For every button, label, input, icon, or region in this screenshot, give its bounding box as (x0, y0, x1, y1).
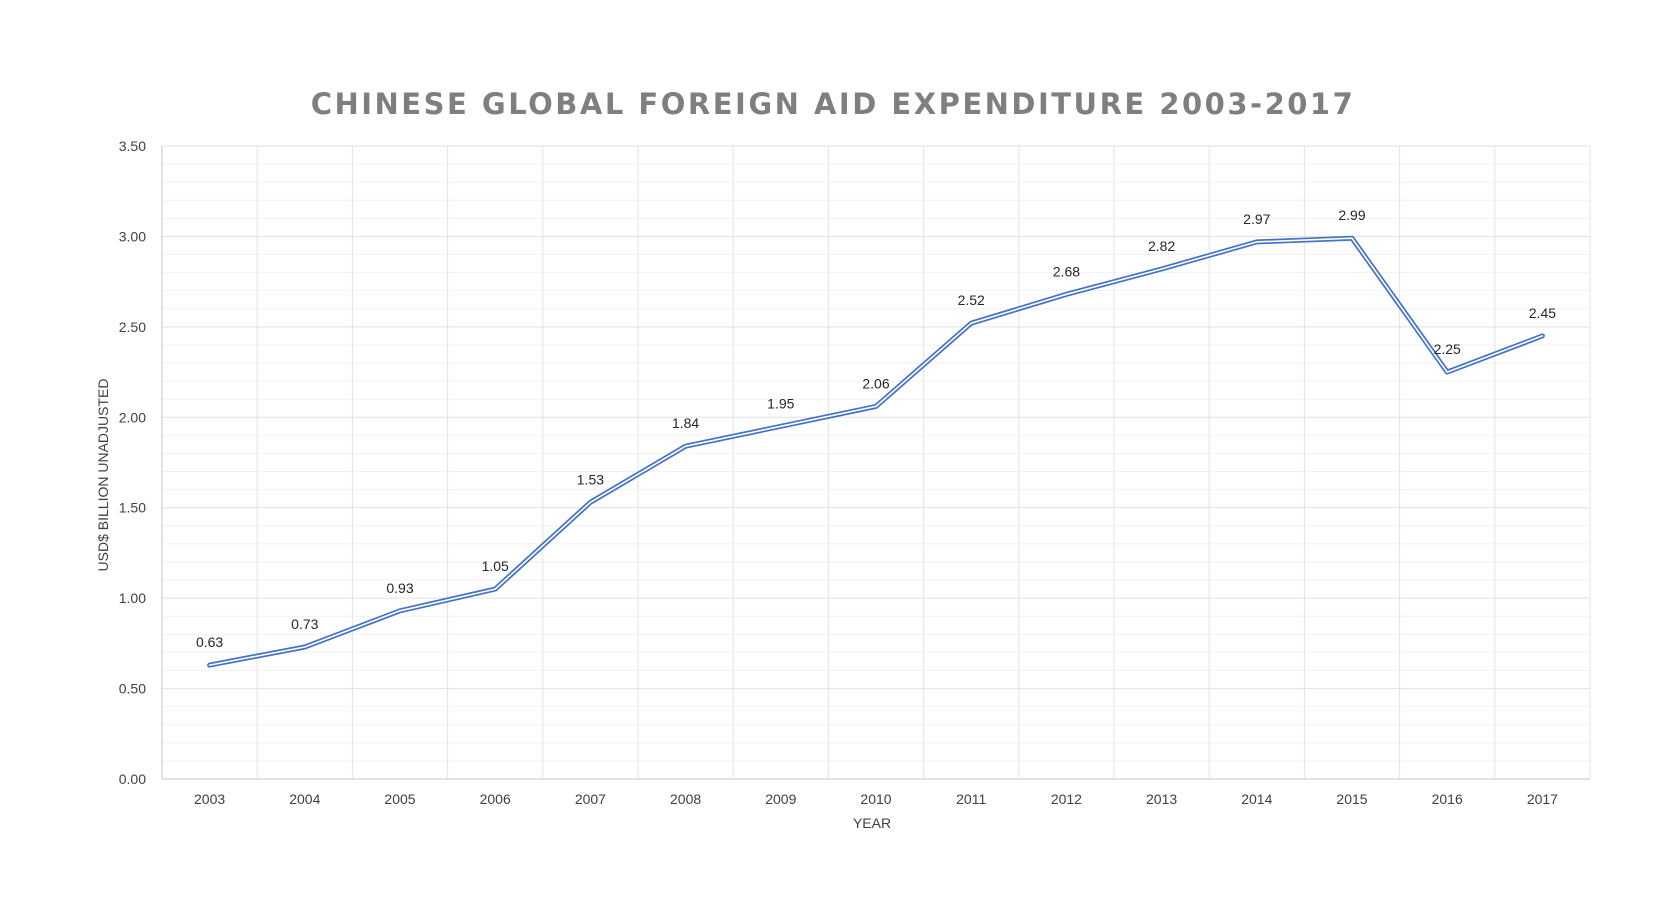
x-axis-label: YEAR (853, 815, 891, 831)
data-label: 1.53 (577, 471, 604, 487)
x-tick-label: 2012 (1051, 791, 1082, 807)
series-lines (207, 235, 1545, 668)
x-tick-label: 2008 (670, 791, 701, 807)
y-tick-label: 3.50 (119, 138, 146, 154)
y-tick-label: 0.50 (119, 681, 146, 697)
y-tick-label: 2.50 (119, 319, 146, 335)
data-labels: 0.63 0.73 0.93 1.05 1.53 1.84 1.95 2.06 2.52 2.68… (196, 207, 1556, 650)
data-label: 0.63 (196, 634, 223, 650)
x-tick-labels: 2003 2004 2005 2006 2007 2008 2009 2010 2011 2012… (194, 791, 1558, 807)
y-axis-label: USD$ BILLION UNADJUSTED (95, 379, 111, 572)
data-label: 1.84 (672, 415, 699, 431)
data-label: 0.93 (386, 580, 413, 596)
x-tick-label: 2014 (1241, 791, 1272, 807)
data-label: 2.52 (958, 292, 985, 308)
x-tick-label: 2011 (956, 791, 986, 807)
data-label: 2.99 (1338, 207, 1365, 223)
data-label: 1.05 (482, 558, 509, 574)
x-tick-label: 2017 (1527, 791, 1558, 807)
data-label: 2.45 (1529, 305, 1556, 321)
data-label: 2.68 (1053, 263, 1080, 279)
x-tick-label: 2013 (1146, 791, 1177, 807)
data-label: 2.97 (1243, 211, 1270, 227)
data-label: 0.73 (291, 616, 318, 632)
y-tick-label: 3.00 (119, 228, 146, 244)
y-tick-label: 1.50 (119, 500, 146, 516)
x-tick-label: 2009 (765, 791, 796, 807)
gridlines (162, 145, 1591, 779)
y-tick-label: 0.00 (119, 771, 146, 787)
x-tick-label: 2010 (860, 791, 891, 807)
data-label: 2.06 (862, 375, 889, 391)
x-tick-label: 2003 (194, 791, 225, 807)
data-label: 2.25 (1434, 341, 1461, 357)
axes (161, 146, 1590, 780)
x-tick-label: 2006 (480, 791, 511, 807)
x-tick-label: 2016 (1432, 791, 1463, 807)
x-tick-label: 2015 (1336, 791, 1367, 807)
series-line-core (208, 237, 1544, 666)
data-label: 1.95 (767, 395, 794, 411)
x-tick-label: 2005 (384, 791, 415, 807)
x-tick-label: 2007 (575, 791, 606, 807)
series-line (207, 235, 1545, 668)
chart-title: CHINESE GLOBAL FOREIGN AID EXPENDITURE 2… (311, 87, 1356, 121)
y-tick-label: 2.00 (119, 409, 146, 425)
data-label: 2.82 (1148, 238, 1175, 254)
y-tick-label: 1.00 (119, 590, 146, 606)
x-tick-label: 2004 (289, 791, 320, 807)
y-tick-labels: 0.00 0.50 1.00 1.50 2.00 2.50 3.00 3.50 (119, 138, 146, 787)
